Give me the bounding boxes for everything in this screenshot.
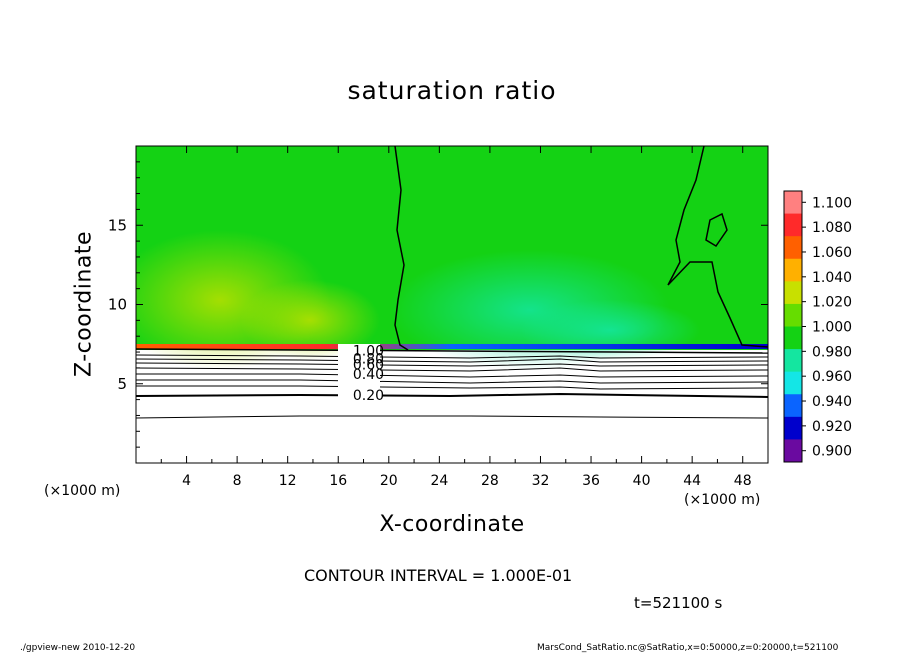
colorbar-label: 1.000	[812, 320, 852, 336]
colorbar: 1.100 1.080 1.060 1.040 1.020 1.000 0.980 0.960…	[783, 190, 852, 463]
x-axis-label: X-coordinate	[379, 512, 525, 537]
contour-labels: 1.000.800.600.40 0.20	[353, 343, 384, 403]
contour-label: 0.80	[353, 351, 384, 367]
x-tick-label: 24	[430, 473, 448, 489]
chart-title: saturation ratio	[347, 76, 557, 105]
x-tick-label: 20	[380, 473, 398, 489]
colorbar-swatch	[784, 191, 802, 215]
colorbar-label: 1.100	[812, 195, 852, 211]
colorbar-label: 1.040	[812, 270, 852, 286]
colorbar-swatch	[784, 371, 802, 395]
x-tick-label: 12	[279, 473, 297, 489]
contour-label: 1.00	[353, 343, 384, 359]
x-tick-label: 4	[182, 473, 191, 489]
x-axis-unit-left: (×1000 m)	[44, 483, 121, 499]
x-tick-label: 40	[633, 473, 651, 489]
contour-label: 0.40	[353, 367, 384, 383]
x-tick-label: 16	[329, 473, 347, 489]
y-axis-label: Z-coordinate	[71, 231, 97, 377]
y-tick-label: 15	[108, 216, 127, 234]
footer-left: ./gpview-new 2010-12-20	[20, 643, 136, 653]
colorbar-swatch	[784, 394, 802, 418]
colorbar-swatch	[784, 281, 802, 305]
colorbar-label: 0.980	[812, 344, 852, 360]
y-tick-label: 5	[117, 375, 127, 393]
colorbar-swatch	[784, 439, 802, 463]
x-tick-label: 8	[233, 473, 242, 489]
colorbar-label: 0.900	[812, 444, 852, 460]
x-tick-label: 36	[582, 473, 600, 489]
colorbar-swatch	[784, 213, 802, 237]
footer-right: MarsCond_SatRatio.nc@SatRatio,x=0:50000,…	[537, 643, 839, 653]
contour-interval-text: CONTOUR INTERVAL = 1.000E-01	[304, 566, 573, 585]
colorbar-swatch	[784, 236, 802, 260]
colorbar-swatch	[784, 258, 802, 282]
y-axis-ticks: 5 10 15	[108, 161, 768, 448]
colorbar-swatch	[784, 303, 802, 327]
colorbar-swatch	[784, 416, 802, 440]
colorbar-label: 1.020	[812, 295, 852, 311]
x-tick-label: 44	[683, 473, 701, 489]
colorbar-label: 0.940	[812, 394, 852, 410]
colorbar-swatch	[784, 326, 802, 350]
heatmap-field	[136, 146, 768, 463]
colorbar-label: 0.960	[812, 369, 852, 385]
colorbar-swatch	[784, 349, 802, 373]
contour-label: 0.20	[353, 388, 384, 404]
x-axis-unit-right: (×1000 m)	[684, 492, 761, 508]
colorbar-label: 0.920	[812, 419, 852, 435]
colorbar-label: 1.060	[812, 245, 852, 261]
colorbar-label: 1.080	[812, 220, 852, 236]
time-label: t=521100 s	[634, 594, 723, 612]
x-tick-label: 28	[481, 473, 499, 489]
y-tick-label: 10	[108, 296, 127, 314]
x-tick-label: 48	[734, 473, 752, 489]
contour-label: 0.60	[353, 358, 384, 374]
x-axis-ticks: 4 8 12 16 20 24 28 32 36 40 44 48	[160, 146, 752, 489]
x-tick-label: 32	[532, 473, 550, 489]
